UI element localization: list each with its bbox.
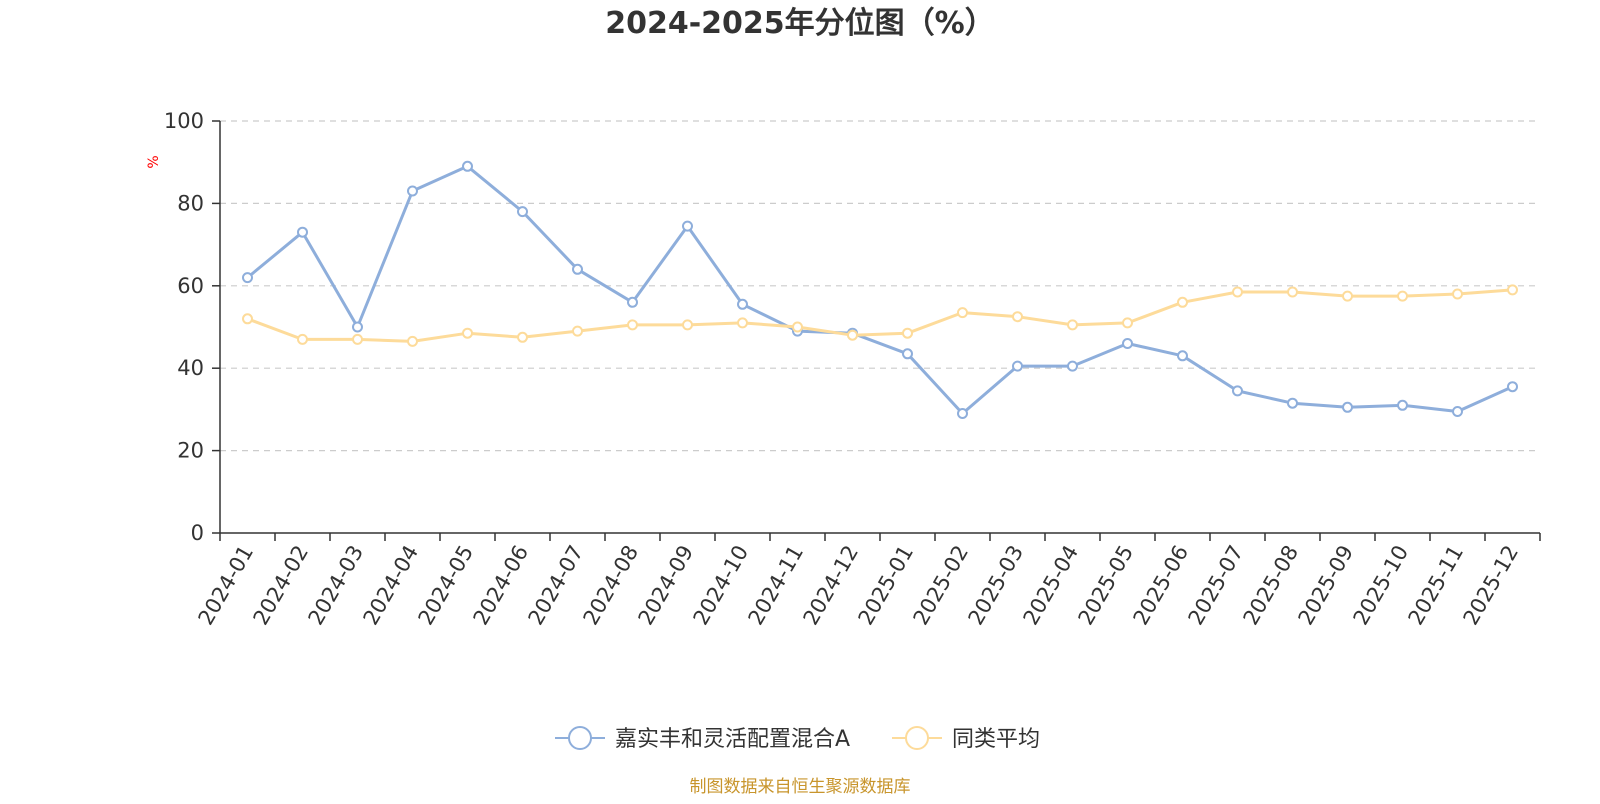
data-point[interactable] [1012, 360, 1023, 372]
data-point[interactable] [1232, 286, 1243, 298]
legend-item-2[interactable]: 同类平均 [892, 726, 1040, 752]
y-tick-label: 80 [177, 191, 204, 215]
data-point[interactable] [902, 327, 913, 339]
data-point[interactable] [792, 321, 803, 333]
y-tick-label: 100 [164, 109, 204, 133]
data-point[interactable] [517, 206, 528, 218]
data-point[interactable] [517, 331, 528, 343]
chart-title: 2024-2025年分位图（%） [605, 6, 995, 41]
data-point[interactable] [572, 325, 583, 337]
data-point[interactable] [1507, 284, 1518, 296]
data-point[interactable] [1177, 350, 1188, 362]
data-point[interactable] [682, 319, 693, 331]
legend-label: 嘉实丰和灵活配置混合A [615, 727, 850, 752]
series-line [246, 288, 1514, 343]
data-point[interactable] [737, 298, 748, 310]
x-tick-label: 2025-12 [1459, 541, 1524, 629]
y-tick-label: 0 [191, 521, 204, 545]
data-point[interactable] [1342, 290, 1353, 302]
data-point[interactable] [1177, 296, 1188, 308]
data-point[interactable] [902, 348, 913, 360]
y-axis-unit-label: % [146, 155, 162, 168]
series-1 [242, 160, 1518, 419]
data-point[interactable] [352, 333, 363, 345]
legend-label: 同类平均 [952, 727, 1040, 752]
data-point[interactable] [1507, 381, 1518, 393]
data-point[interactable] [572, 263, 583, 275]
data-point[interactable] [737, 317, 748, 329]
legend-marker [568, 726, 592, 750]
data-point[interactable] [1122, 338, 1133, 349]
data-point[interactable] [1067, 319, 1078, 331]
y-tick-label: 60 [177, 274, 204, 298]
data-point[interactable] [957, 307, 968, 319]
gridlines [220, 120, 1540, 452]
source-note: 制图数据来自恒生聚源数据库 [690, 777, 911, 797]
data-point[interactable] [242, 313, 253, 325]
y-tick-label: 40 [177, 356, 204, 380]
data-point[interactable] [957, 408, 968, 419]
legend[interactable]: 嘉实丰和灵活配置混合A 同类平均 [555, 726, 1040, 752]
data-point[interactable] [1067, 360, 1078, 372]
data-point[interactable] [297, 226, 308, 238]
axes: 0204060801002024-012024-022024-032024-04… [164, 109, 1541, 629]
data-point[interactable] [1287, 397, 1298, 409]
data-point[interactable] [242, 272, 253, 284]
data-point[interactable] [1012, 311, 1023, 323]
data-point[interactable] [462, 327, 473, 339]
data-point[interactable] [1232, 385, 1243, 397]
series-group [242, 160, 1518, 419]
data-point[interactable] [1287, 286, 1298, 298]
data-point[interactable] [627, 296, 638, 308]
data-point[interactable] [847, 329, 858, 341]
y-tick-label: 20 [177, 439, 204, 463]
series-2 [242, 284, 1518, 347]
data-point[interactable] [407, 185, 418, 197]
legend-marker [905, 726, 929, 750]
data-point[interactable] [352, 321, 363, 333]
data-point[interactable] [1452, 406, 1463, 417]
series-line [246, 164, 1514, 415]
data-point[interactable] [682, 220, 693, 232]
data-point[interactable] [1397, 399, 1408, 411]
data-point[interactable] [1397, 290, 1408, 302]
data-point[interactable] [462, 160, 473, 172]
data-point[interactable] [1342, 401, 1353, 413]
data-point[interactable] [627, 319, 638, 331]
data-point[interactable] [1452, 288, 1463, 300]
data-point[interactable] [1122, 317, 1133, 329]
data-point[interactable] [407, 335, 418, 347]
legend-item-1[interactable]: 嘉实丰和灵活配置混合A [555, 726, 850, 752]
data-point[interactable] [297, 333, 308, 345]
